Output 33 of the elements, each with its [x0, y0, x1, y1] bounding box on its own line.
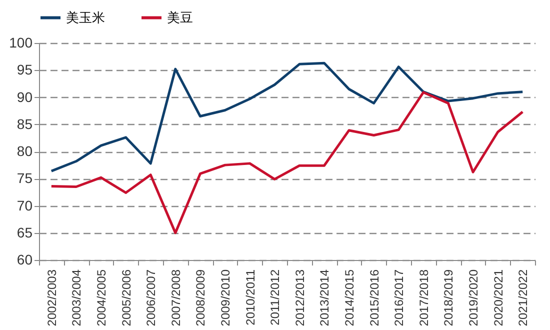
x-tick-label: 2002/2003: [44, 269, 59, 326]
x-tick-label: 2003/2004: [70, 269, 84, 326]
x-tick-label: 2012/2013: [292, 269, 307, 326]
x-tick-label: 2017/2018: [416, 269, 431, 326]
x-tick-label: 2013/2014: [318, 269, 332, 326]
x-tick-label: 2004/2005: [94, 269, 108, 326]
y-tick-label: 85: [16, 116, 33, 132]
x-tick-label: 2018/2019: [442, 269, 456, 326]
x-tick-label: 2007/2008: [168, 269, 183, 326]
x-tick-label: 2008/2009: [194, 269, 208, 326]
x-tick-label: 2016/2017: [392, 269, 406, 326]
x-tick-label: 2011/2012: [268, 269, 282, 326]
line-series: [50, 62, 524, 172]
x-tick-label: 2010/2011: [243, 269, 258, 326]
y-tick-label: 100: [9, 34, 33, 50]
line-series: [50, 91, 524, 234]
x-tick-label: 2006/2007: [144, 269, 158, 326]
legend-label: 美玉米: [66, 10, 105, 25]
x-tick-label: 2015/2016: [367, 269, 382, 326]
y-tick-label: 95: [16, 62, 33, 78]
y-tick-label: 80: [16, 143, 33, 159]
x-tick-label: 2020/2021: [491, 269, 506, 326]
x-tick-label: 2009/2010: [218, 269, 232, 326]
x-tick-label: 2019/2020: [466, 269, 480, 326]
x-tick-label: 2021/2022: [516, 269, 530, 326]
y-tick-label: 70: [16, 197, 33, 214]
y-tick-label: 90: [16, 88, 33, 105]
legend-label: 美豆: [167, 10, 193, 25]
x-tick-label: 2014/2015: [342, 269, 356, 326]
y-tick-label: 75: [16, 170, 33, 186]
y-tick-label: 60: [16, 252, 33, 268]
x-tick-label: 2005/2006: [119, 269, 134, 326]
y-tick-label: 65: [16, 224, 33, 240]
